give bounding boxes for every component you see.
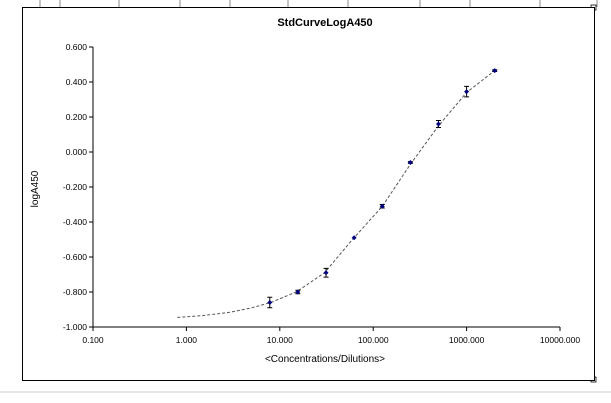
data-point [351,235,357,241]
y-tick-label: 0.200 [66,112,88,122]
data-point [267,300,273,305]
y-tick-label: -0.600 [63,252,87,262]
x-tick-label: 10000.000 [540,335,580,345]
y-tick-label: 0.400 [66,77,88,87]
x-axis-label: <Concentrations/Dilutions> [265,354,385,365]
y-tick-label: -1.000 [63,322,87,332]
data-point [407,160,413,165]
data-point [323,270,329,276]
x-tick-label: 0.100 [82,335,104,345]
data-point [435,121,441,127]
x-tick-label: 10.000 [267,335,293,345]
data-point [464,89,470,95]
y-tick-label: -0.800 [63,287,87,297]
x-tick-label: 1000.000 [449,335,485,345]
y-tick-label: -0.400 [63,217,87,227]
y-tick-label: -0.200 [63,182,87,192]
y-axis-label: logA450 [30,170,41,207]
x-tick-label: 100.000 [358,335,389,345]
chart: StdCurveLogA450 -1.000 -0.800 -0.600 -0.400… [30,17,580,365]
plot-area: -1.000 -0.800 -0.600 -0.400 -0.200 0.000 0.200… [63,42,580,345]
chart-area[interactable] [22,7,595,381]
chart-title: StdCurveLogA450 [277,17,372,29]
data-point [492,68,498,74]
data-point [379,203,385,209]
data-point [295,289,301,295]
y-tick-label: 0.600 [66,42,88,52]
y-tick-label: 0.000 [66,147,88,157]
x-tick-label: 1.000 [176,335,198,345]
fit-curve [177,70,496,318]
